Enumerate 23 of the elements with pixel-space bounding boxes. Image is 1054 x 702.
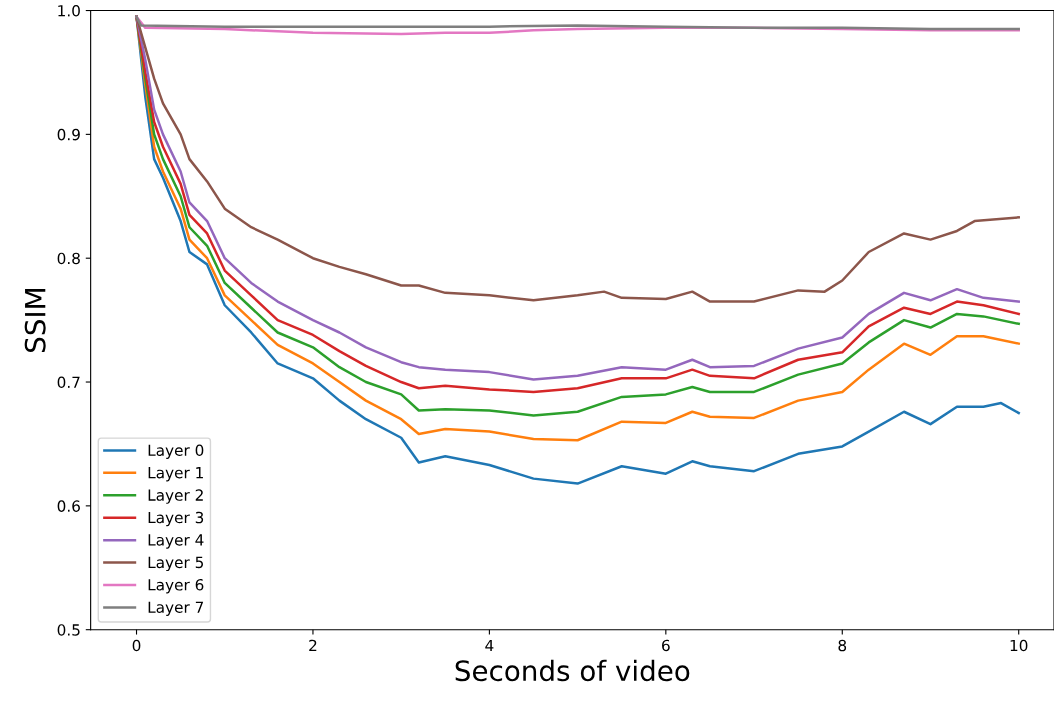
y-tick-label: 0.7	[57, 376, 80, 389]
y-tick-label: 0.8	[57, 252, 80, 265]
y-tick-label: 0.9	[57, 128, 80, 141]
legend-label: Layer 5	[148, 556, 204, 572]
legend-label: Layer 4	[148, 534, 204, 549]
x-tick-label: 2	[309, 639, 317, 652]
legend-label: Layer 6	[148, 579, 204, 594]
x-tick-label: 10	[1010, 639, 1028, 652]
x-tick-label: 0	[132, 639, 141, 652]
legend-label: Layer 0	[148, 444, 204, 459]
line-series	[135, 15, 1020, 31]
y-tick-label: 1.0	[58, 5, 80, 17]
y-tick-label: 0.6	[57, 500, 80, 512]
legend-label: Layer 7	[148, 601, 204, 616]
x-tick-label: 4	[485, 639, 494, 652]
y-axis-title: SSIM	[24, 289, 46, 352]
x-tick-label: 6	[662, 639, 670, 652]
legend-label: Layer 2	[148, 489, 203, 504]
legend-label: Layer 1	[148, 467, 203, 482]
legend-label: Layer 3	[148, 511, 204, 527]
x-axis-title: Seconds of video	[455, 659, 690, 682]
y-tick-label: 0.5	[57, 624, 80, 636]
x-tick-label: 8	[838, 639, 847, 652]
